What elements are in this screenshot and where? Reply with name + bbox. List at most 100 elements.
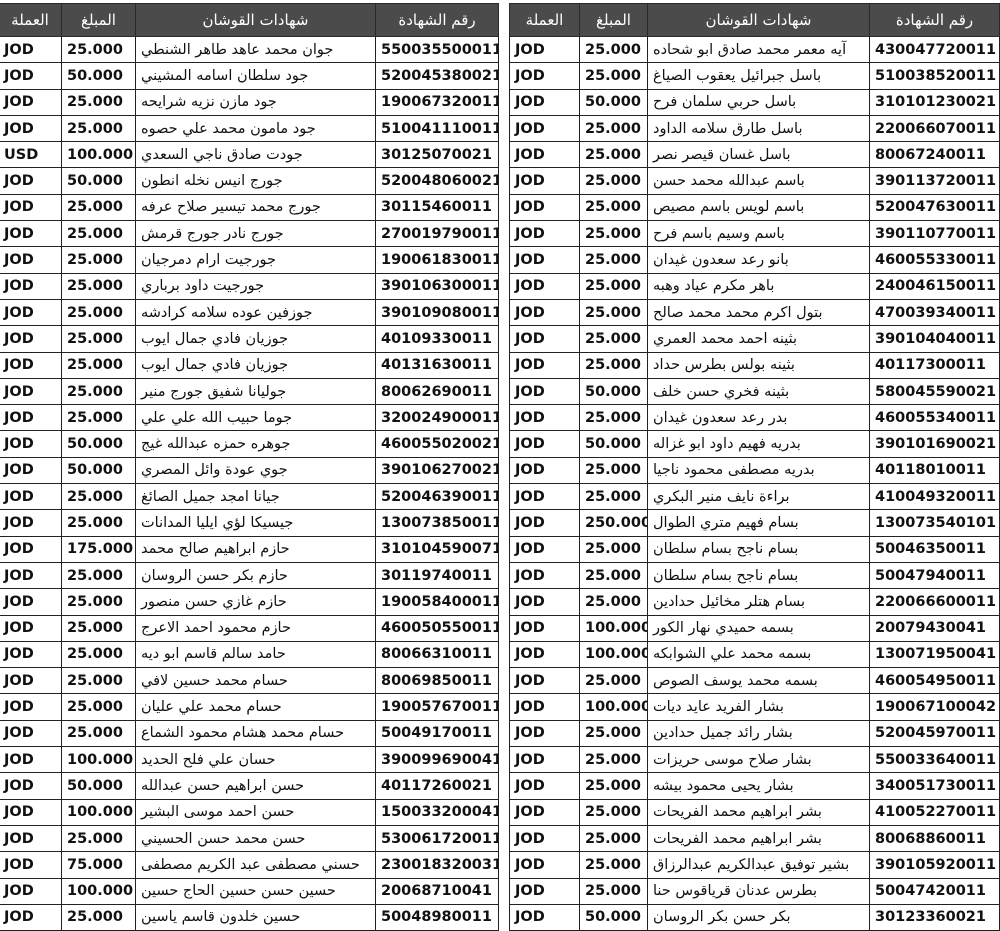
table-row: 460055340011 بدر رعد سعدون غيدان 25.000 JOD — [509, 404, 1000, 432]
table-row: 50048980011 حسين خلدون قاسم ياسين 25.000 JO… — [0, 903, 499, 931]
holder-name: باسل جبرائيل يعقوب الصياغ — [647, 62, 870, 90]
currency: JOD — [0, 798, 62, 826]
holder-name: جود مازن نزيه شرايحه — [135, 88, 376, 116]
table-row: 520045970011 بشار رائد جميل حدادين 25.000 J… — [509, 719, 1000, 748]
currency: JOD — [0, 719, 62, 748]
currency: JOD — [0, 588, 62, 616]
amount: 25.000 — [579, 877, 648, 905]
certificate-number: 580045590021 — [869, 377, 1000, 406]
table-row: 190067320011 جود مازن نزيه شرايحه 25.000 JO… — [0, 88, 499, 116]
amount: 25.000 — [579, 535, 648, 563]
holder-name: بدريه مصطفى محمود ناجيا — [647, 456, 870, 485]
table-row: 50047420011 بطرس عدنان قرياقوس حنا 25.000 J… — [509, 877, 1000, 905]
amount: 25.000 — [61, 614, 136, 642]
currency: JOD — [509, 88, 580, 116]
certificates-table: رقم الشهادة شهادات القوشان المبلغ العملة 550… — [0, 3, 499, 931]
amount: 25.000 — [61, 325, 136, 353]
holder-name: باسل غسان قيصر نصر — [647, 141, 870, 169]
table-row: 130073850011 جيسيكا لؤي ايليا المدانات 25.… — [0, 509, 499, 537]
holder-name: آيه معمر محمد صادق ابو شحاده — [647, 35, 870, 64]
certificate-number: 50049170011 — [375, 719, 499, 748]
amount: 25.000 — [579, 351, 648, 379]
currency: JOD — [509, 456, 580, 485]
certificate-number: 390109080011 — [375, 298, 499, 327]
table-row: 220066600011 بسام هتلر مخائيل حدادين 25.00… — [509, 588, 1000, 616]
holder-name: جود سلطان اسامه المشيني — [135, 62, 376, 90]
holder-name: حسين خلدون قاسم ياسين — [135, 903, 376, 931]
currency: JOD — [509, 220, 580, 248]
certificate-number: 190061830011 — [375, 246, 499, 274]
amount: 25.000 — [579, 114, 648, 143]
table-row: 40109330011 جوزيان فادي جمال ايوب 25.000 JO… — [0, 325, 499, 353]
amount: 25.000 — [61, 193, 136, 222]
holder-name: حسن محمد حسن الحسيني — [135, 824, 376, 853]
table-row: 30123360021 بكر حسن بكر الروسان 50.000 JOD — [509, 903, 1000, 931]
currency: JOD — [509, 167, 580, 195]
certificate-number: 310101230021 — [869, 88, 1000, 116]
currency: JOD — [0, 561, 62, 590]
certificate-number: 220066070011 — [869, 114, 1000, 143]
table-row: 190061830011 جورجيت ارام دمرجيان 25.000 JOD — [0, 246, 499, 274]
table-row: 430047720011 آيه معمر محمد صادق ابو شحاده… — [509, 35, 1000, 64]
table-row: 50049170011 حسام محمد هشام محمود الشماع 25… — [0, 719, 499, 748]
holder-name: بدريه فهيم داود ابو غزاله — [647, 430, 870, 458]
holder-name: جورج محمد تيسير صلاح عرفه — [135, 193, 376, 222]
holder-name: جورجيت داود برباري — [135, 272, 376, 300]
certificate-number: 390101690021 — [869, 430, 1000, 458]
amount: 25.000 — [61, 667, 136, 695]
currency: JOD — [0, 35, 62, 64]
currency: JOD — [509, 298, 580, 327]
amount: 25.000 — [579, 483, 648, 511]
amount: 25.000 — [61, 719, 136, 748]
table-row: 510041110011 جود مامون محمد علي حصوه 25.00… — [0, 114, 499, 143]
holder-name: بسام فهيم متري الطوال — [647, 509, 870, 537]
certificate-number: 240046150011 — [869, 272, 1000, 300]
column-header: رقم الشهادة — [375, 3, 499, 37]
holder-name: جوزيان فادي جمال ايوب — [135, 325, 376, 353]
table-row: 50047940011 بسام ناجح بسام سلطان 25.000 JOD — [509, 561, 1000, 590]
amount: 25.000 — [61, 824, 136, 853]
certificate-number: 320024900011 — [375, 404, 499, 432]
holder-name: جوما حبيب الله علي علي — [135, 404, 376, 432]
table-body: 550035500011 جوان محمد عاهد طاهر الشنطي 25… — [0, 35, 499, 931]
currency: JOD — [509, 588, 580, 616]
amount: 25.000 — [61, 561, 136, 590]
currency: JOD — [509, 877, 580, 905]
header-row: رقم الشهادة شهادات القوشان المبلغ العملة — [0, 3, 499, 37]
currency: JOD — [509, 614, 580, 642]
certificate-number: 30115460011 — [375, 193, 499, 222]
amount: 25.000 — [61, 903, 136, 931]
holder-name: بدر رعد سعدون غيدان — [647, 404, 870, 432]
column-header: العملة — [509, 3, 580, 37]
table-row: 460054950011 بسمه محمد يوسف الصوص 25.000 JO… — [509, 667, 1000, 695]
table-row: 50046350011 بسام ناجح بسام سلطان 25.000 JOD — [509, 535, 1000, 563]
table-row: 390099690041 حسان علي فلح الحديد 100.000 JO… — [0, 746, 499, 774]
currency: JOD — [0, 193, 62, 222]
certificate-number: 390099690041 — [375, 746, 499, 774]
certificate-number: 390105920011 — [869, 851, 1000, 879]
holder-name: حازم غازي حسن منصور — [135, 588, 376, 616]
certificate-number: 80066310011 — [375, 640, 499, 669]
table-row: 310101230021 باسل حربي سلمان فرح 50.000 JOD — [509, 88, 1000, 116]
table-row: 310104590071 حازم ابراهيم صالح محمد 175.00… — [0, 535, 499, 563]
currency: JOD — [0, 246, 62, 274]
certificate-number: 80062690011 — [375, 377, 499, 406]
holder-name: بثينه احمد محمد العمري — [647, 325, 870, 353]
currency: JOD — [509, 561, 580, 590]
table-row: 510038520011 باسل جبرائيل يعقوب الصياغ 25.… — [509, 62, 1000, 90]
table-row: 520048060021 جورج انيس نخله انطون 50.000 JO… — [0, 167, 499, 195]
currency: JOD — [509, 377, 580, 406]
currency: JOD — [509, 272, 580, 300]
certificate-number: 550035500011 — [375, 35, 499, 64]
table-row: 390113720011 باسم عبدالله محمد حسن 25.000 J… — [509, 167, 1000, 195]
currency: JOD — [0, 220, 62, 248]
holder-name: بسمه حميدي نهار الكور — [647, 614, 870, 642]
amount: 25.000 — [579, 246, 648, 274]
certificate-number: 410049320011 — [869, 483, 1000, 511]
amount: 25.000 — [61, 588, 136, 616]
table-row: 390110770011 باسم وسيم باسم فرح 25.000 JOD — [509, 220, 1000, 248]
table-row: 390104040011 بثينه احمد محمد العمري 25.000… — [509, 325, 1000, 353]
amount: 25.000 — [579, 772, 648, 800]
amount: 25.000 — [61, 114, 136, 143]
holder-name: حسام محمد حسين لافي — [135, 667, 376, 695]
